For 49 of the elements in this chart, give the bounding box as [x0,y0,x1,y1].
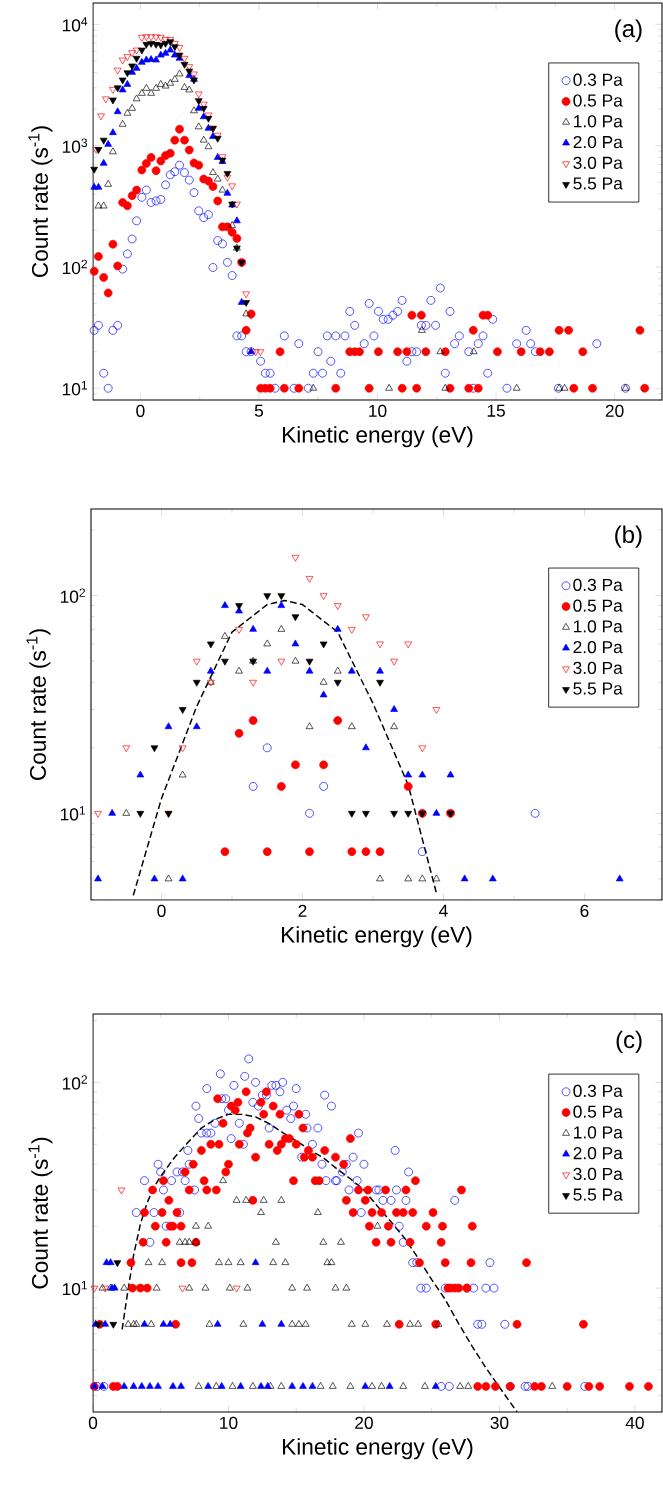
x-tick-label: 40 [625,1416,644,1429]
y-axis-title: Count rate (s$^{-1}$) [26,629,51,781]
legend-label: 0.3 Pa [573,73,623,86]
x-tick-label: 10 [220,1416,238,1429]
y-axis-title: Count rate (s$^{-1}$) [28,126,53,278]
legend-label: 0.5 Pa [573,599,623,612]
legend-label: 3.0 Pa [573,1167,623,1181]
legend-label: 1.0 Pa [574,1126,623,1139]
legend-label: 2.0 Pa [573,641,623,654]
annotation: (c) [616,1030,642,1053]
y-tick-label: 10$^{1}$ [62,1280,88,1296]
legend-label: 0.3 Pa [573,1084,623,1098]
y-tick-label: 10$^{3}$ [62,138,88,153]
x-tick-label: 30 [490,1416,509,1429]
x-axis-title: Kinetic energy (eV) [282,426,473,448]
x-tick-label: 6 [580,904,589,917]
legend-label: 5.5 Pa [573,177,623,190]
annotation: (b) [615,525,642,548]
y-axis-title: Count rate (s$^{-1}$) [28,1137,53,1289]
legend-label: 2.0 Pa [573,1147,623,1160]
legend-label: 1.0 Pa [573,620,623,633]
x-tick-label: 10 [369,404,387,417]
legend-label: 3.0 Pa [573,661,623,675]
legend-label: 5.5 Pa [573,682,623,695]
x-tick-label: 0 [136,404,145,417]
annotation: (a) [615,19,642,42]
x-tick-label: 20 [605,404,624,417]
x-tick-label: 0 [157,904,166,917]
y-tick-label: 10$^{2}$ [60,588,85,603]
legend-label: 0.3 Pa [573,578,623,591]
legend-label: 2.0 Pa [573,135,623,149]
legend-label: 0.5 Pa [573,94,623,107]
x-tick-label: 4 [439,904,448,917]
x-tick-label: 15 [487,404,505,417]
y-tick-label: 10$^{4}$ [62,17,88,32]
legend-label: 5.5 Pa [573,1188,623,1201]
x-axis-title: Kinetic energy (eV) [281,926,472,948]
legend-label: 3.0 Pa [573,156,623,169]
x-tick-label: 20 [355,1416,373,1429]
x-axis-title: Kinetic energy (eV) [282,1438,473,1460]
x-tick-label: 0 [88,1416,98,1429]
legend-label: 1.0 Pa [574,115,623,128]
x-tick-label: 5 [254,404,264,417]
y-tick-label: 10$^{2}$ [62,259,87,275]
y-tick-label: 10$^{1}$ [60,806,86,821]
x-tick-label: 2 [298,904,307,917]
y-tick-label: 10$^{1}$ [62,381,88,396]
y-tick-label: 10$^{2}$ [62,1075,87,1090]
legend-label: 0.5 Pa [573,1105,623,1118]
